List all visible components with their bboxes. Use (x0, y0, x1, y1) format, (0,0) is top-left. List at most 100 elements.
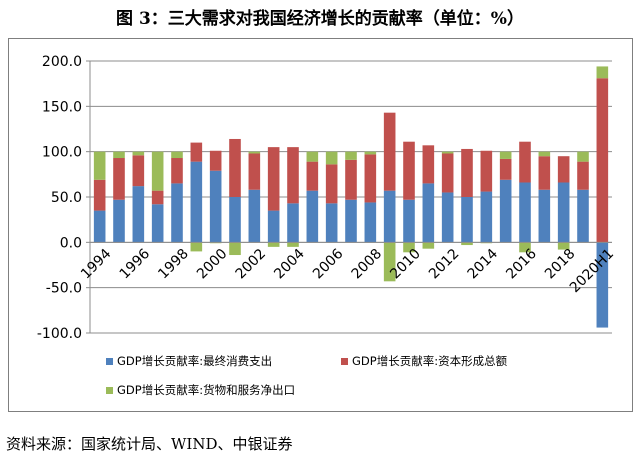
bar-segment (93, 210, 106, 243)
bar-segment (151, 190, 164, 205)
y-tick-label: -50.0 (46, 281, 82, 297)
bar-segment (306, 161, 319, 191)
bar-segment (441, 192, 454, 243)
bar-segment (209, 170, 222, 243)
bar-segment (538, 151, 551, 157)
legend-swatch (106, 387, 113, 394)
bar-segment (422, 145, 435, 184)
bar-segment (345, 151, 357, 160)
bar-segment (538, 156, 551, 190)
bar-segment (364, 151, 377, 155)
y-tick-label: 50.0 (51, 190, 82, 206)
bar-segment (441, 153, 454, 193)
bar-segment (596, 242, 609, 328)
bar-segment (287, 147, 299, 204)
bar-segment (461, 148, 473, 197)
x-tick-label: 2006 (310, 246, 347, 283)
bar-segment (403, 199, 415, 243)
y-tick-label: 100.0 (42, 145, 82, 161)
bar-segment (403, 242, 415, 253)
bar-segment (229, 138, 241, 197)
bar-segment (383, 112, 396, 191)
bar-segment (132, 155, 145, 187)
legend-label: GDP增长贡献率:资本形成总额 (352, 354, 508, 368)
source-note: 资料来源：国家统计局、WIND、中银证券 (6, 435, 293, 453)
legend-label: GDP增长贡献率:货物和服务净出口 (117, 383, 295, 397)
bar-segment (383, 190, 396, 243)
bar-segment (151, 204, 164, 243)
bar-segment (345, 199, 357, 243)
legend-label: GDP增长贡献率:最终消费支出 (117, 354, 272, 368)
bar-segment (287, 242, 299, 247)
x-tick-label: 1998 (155, 246, 192, 283)
bar-segment (403, 141, 415, 200)
bar-segment (480, 150, 493, 192)
bar-segment (93, 151, 106, 180)
bar-segment (190, 242, 203, 252)
bar-segment (364, 202, 377, 243)
bar-segment (499, 151, 512, 159)
y-tick-label: -100.0 (37, 326, 82, 342)
bar-segment (325, 164, 338, 204)
bar-segment (499, 158, 512, 180)
bar-segment (345, 159, 357, 200)
bar-segment (248, 153, 261, 190)
x-tick-label: 1994 (78, 246, 115, 283)
bar-segment (229, 197, 241, 243)
bar-segment (171, 183, 183, 243)
bar-segment (325, 151, 338, 165)
bar-segment (306, 151, 319, 162)
legend-swatch (106, 358, 113, 365)
bar-segment (422, 242, 435, 249)
bar-segment (557, 156, 570, 183)
bar-segment (151, 151, 164, 191)
bar-segment (248, 151, 261, 154)
bar-segment (113, 158, 125, 200)
bar-segment (461, 197, 473, 243)
bar-segment (557, 242, 570, 250)
x-tick-label: 1996 (117, 246, 154, 283)
bar-segment (519, 242, 531, 253)
bar-segment (596, 66, 609, 79)
x-tick-label: 2008 (349, 246, 386, 283)
bar-segment (383, 242, 396, 282)
x-tick-label: 2004 (271, 246, 308, 283)
bar-segment (248, 189, 261, 243)
bar-segment (596, 78, 609, 243)
legend-swatch (341, 358, 348, 365)
bar-segment (538, 189, 551, 243)
bar-segment (325, 203, 338, 243)
bar-segment (267, 242, 280, 247)
bar-segment (93, 179, 106, 211)
bar-segment (577, 151, 589, 162)
bar-segment (171, 151, 183, 159)
bar-segment (132, 186, 145, 243)
bar-segment (113, 199, 125, 243)
bar-segment (229, 242, 241, 256)
x-tick-label: 2014 (465, 246, 502, 283)
bar-segment (519, 182, 531, 243)
bar-segment (113, 151, 125, 159)
bar-segment (557, 182, 570, 243)
y-tick-label: 200.0 (42, 54, 82, 70)
y-tick-label: 0.0 (60, 235, 82, 251)
x-tick-label: 2018 (542, 246, 579, 283)
bar-segment (306, 190, 319, 243)
bar-segment (132, 151, 145, 156)
bar-segment (577, 161, 589, 190)
x-tick-label: 2012 (426, 246, 463, 283)
bar-segment (171, 158, 183, 184)
figure-title: 图 3：三大需求对我国经济增长的贡献率（单位：%） (116, 9, 524, 29)
bar-segment (480, 191, 493, 243)
bar-segment (499, 179, 512, 243)
bar-segment (441, 151, 454, 154)
bar-segment (267, 210, 280, 243)
bar-segment (364, 154, 377, 203)
bar-segment (519, 141, 531, 183)
y-tick-label: 150.0 (42, 99, 82, 115)
bar-segment (461, 242, 473, 246)
bar-segment (209, 150, 222, 171)
bar-segment (287, 203, 299, 243)
bar-segment (422, 183, 435, 243)
